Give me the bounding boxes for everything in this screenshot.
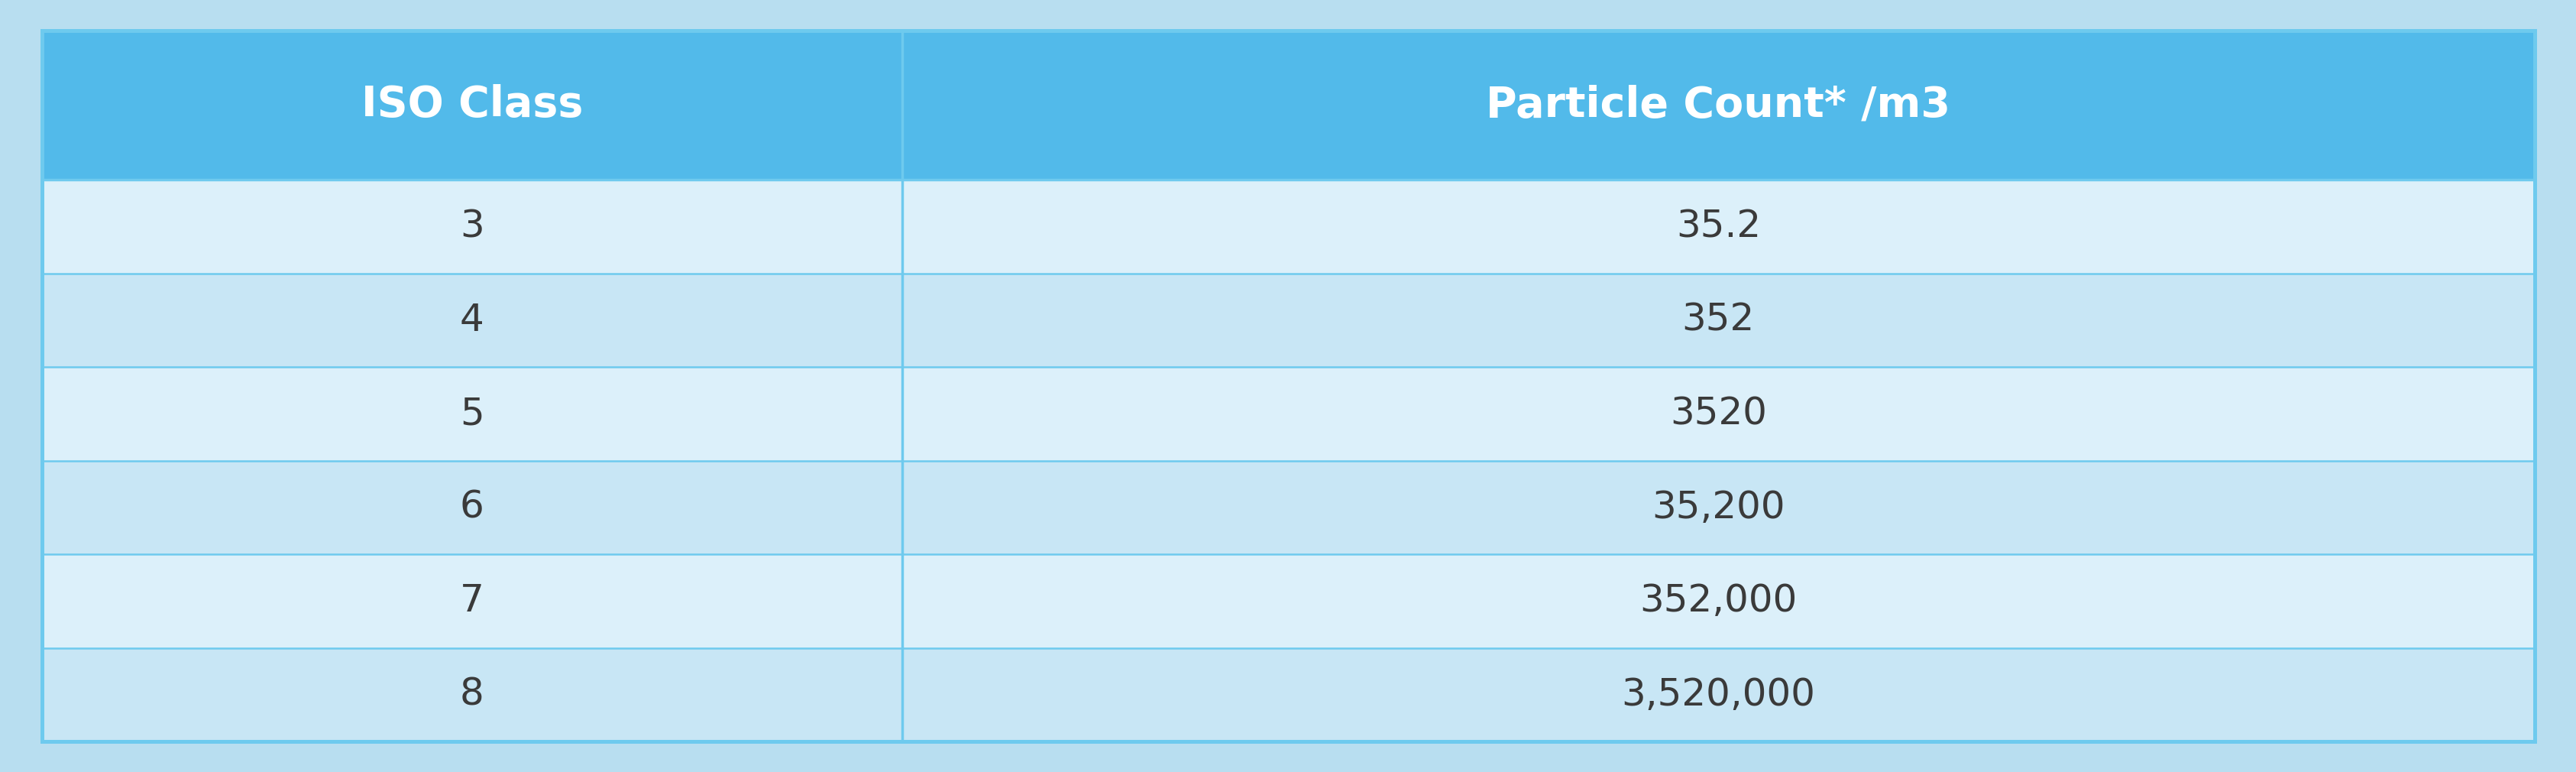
Text: 7: 7 (459, 583, 484, 619)
Text: 4: 4 (459, 302, 484, 338)
Bar (41, 648, 2535, 741)
Bar (41, 461, 2535, 554)
Text: 352,000: 352,000 (1638, 583, 1795, 619)
Text: 8: 8 (459, 676, 484, 713)
Text: Particle Count* /m3: Particle Count* /m3 (1486, 84, 1950, 126)
Text: 352: 352 (1682, 302, 1754, 338)
Text: 3,520,000: 3,520,000 (1620, 676, 1816, 713)
Text: 35,200: 35,200 (1651, 489, 1785, 526)
Text: 35.2: 35.2 (1674, 208, 1759, 245)
Text: 3520: 3520 (1669, 395, 1767, 432)
Text: ISO Class: ISO Class (361, 84, 582, 126)
Bar (41, 31, 2535, 180)
Text: 5: 5 (459, 395, 484, 432)
Bar (41, 367, 2535, 461)
Bar (41, 554, 2535, 648)
Bar (41, 273, 2535, 367)
Bar (41, 180, 2535, 273)
Text: 6: 6 (459, 489, 484, 526)
Text: 3: 3 (459, 208, 484, 245)
